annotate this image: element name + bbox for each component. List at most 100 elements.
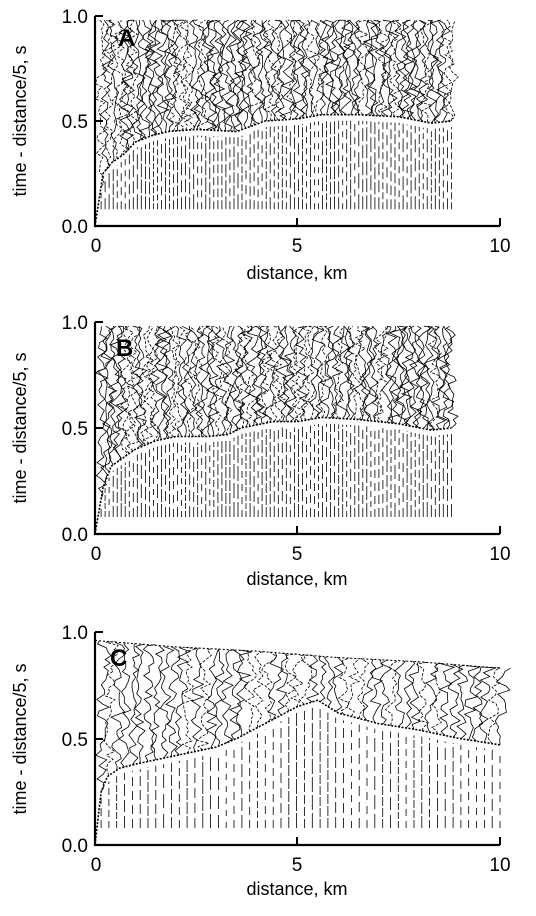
seismic-trace-coda bbox=[218, 19, 235, 131]
panel-letter: B bbox=[116, 335, 133, 362]
seismic-trace-coda bbox=[154, 325, 168, 440]
seismic-trace-coda bbox=[135, 20, 150, 140]
seismic-trace-coda bbox=[95, 19, 108, 187]
chart-c-axes-frame bbox=[93, 632, 500, 847]
seismic-trace-coda bbox=[394, 19, 407, 118]
seismic-trace-coda bbox=[319, 325, 334, 418]
seismic-trace-coda bbox=[263, 19, 277, 121]
seismic-trace-coda bbox=[339, 19, 354, 116]
seismic-trace-coda bbox=[352, 326, 367, 420]
seismic-trace-coda bbox=[274, 325, 290, 422]
seismic-trace-coda bbox=[388, 19, 402, 117]
panel-c: 1.0 0.5 0.0 0 5 10 distance, km time - d… bbox=[0, 616, 536, 916]
seismic-trace-coda bbox=[337, 657, 350, 715]
seismic-trace-coda bbox=[328, 19, 343, 115]
seismic-trace-coda bbox=[256, 325, 268, 424]
seismic-trace-coda bbox=[471, 666, 484, 742]
seismic-trace-coda bbox=[384, 659, 399, 726]
y-axis-label: time - distance/5, s bbox=[10, 663, 30, 814]
seismic-trace-coda bbox=[269, 325, 283, 422]
seismic-trace-coda bbox=[394, 660, 407, 727]
seismic-trace-coda bbox=[159, 645, 175, 759]
seismic-trace-coda bbox=[243, 20, 256, 127]
seismic-trace-coda bbox=[308, 326, 321, 419]
y-tick-label: 1.0 bbox=[62, 7, 88, 28]
seismic-trace-coda bbox=[147, 326, 160, 442]
seismic-trace-coda bbox=[419, 325, 434, 430]
seismic-trace-coda bbox=[211, 19, 226, 131]
seismic-trace-coda bbox=[270, 19, 283, 121]
seismic-trace-coda bbox=[110, 641, 126, 771]
seismic-trace-coda bbox=[369, 659, 384, 723]
seismic-trace-coda bbox=[187, 326, 200, 437]
seismic-trace-coda bbox=[387, 325, 402, 424]
seismic-trace-coda bbox=[195, 19, 210, 131]
seismic-trace-coda bbox=[335, 19, 348, 115]
seismic-trace-coda bbox=[176, 325, 188, 437]
seismic-trace-coda bbox=[307, 19, 320, 117]
y-tick-label: 0.0 bbox=[62, 525, 88, 546]
seismic-trace-coda bbox=[233, 325, 246, 430]
seismic-trace-coda bbox=[419, 19, 434, 123]
seismic-trace-coda bbox=[245, 325, 262, 426]
panel-a: 1.0 0.5 0.0 0 5 10 distance, km time - d… bbox=[0, 0, 536, 300]
seismic-trace-coda bbox=[284, 653, 298, 712]
seismic-trace-coda bbox=[122, 325, 138, 454]
seismic-trace-coda bbox=[373, 326, 387, 422]
seismic-trace-coda bbox=[162, 325, 176, 439]
seismic-trace-coda bbox=[160, 19, 172, 133]
seismic-trace-coda bbox=[345, 326, 356, 420]
seismic-trace-coda bbox=[323, 656, 336, 707]
x-axis-label: distance, km bbox=[246, 879, 347, 899]
seismic-trace-coda bbox=[250, 19, 266, 124]
seismic-trace-coda bbox=[107, 19, 120, 162]
seismic-trace-coda bbox=[445, 20, 459, 122]
seismic-trace-coda bbox=[228, 649, 245, 740]
seismic-trace-coda bbox=[233, 19, 250, 130]
seismic-trace-coda bbox=[236, 650, 252, 736]
seismic-trace-coda bbox=[400, 19, 414, 119]
chart-b-axes-frame bbox=[93, 322, 500, 536]
seismic-trace-coda bbox=[101, 19, 115, 166]
seismic-trace-coda bbox=[172, 325, 186, 437]
seismic-trace-coda bbox=[131, 325, 143, 449]
chart-c-arrival bbox=[94, 639, 501, 846]
seismic-trace-coda bbox=[214, 326, 230, 436]
x-axis-label: distance, km bbox=[246, 569, 347, 589]
seismic-trace-coda bbox=[252, 650, 265, 728]
seismic-trace-coda bbox=[361, 658, 377, 721]
seismic-trace-coda bbox=[463, 665, 480, 741]
seismic-trace-coda bbox=[318, 655, 327, 702]
x-tick-label: 5 bbox=[292, 236, 303, 257]
seismic-trace-coda bbox=[190, 647, 205, 752]
seismic-trace-coda bbox=[180, 325, 193, 437]
seismic-trace-coda bbox=[138, 19, 152, 139]
x-tick-label: 10 bbox=[489, 236, 510, 257]
seismic-trace-coda bbox=[356, 658, 370, 719]
seismic-trace-coda bbox=[427, 19, 442, 123]
x-tick-label: 0 bbox=[91, 855, 102, 876]
seismic-trace-coda bbox=[228, 19, 242, 132]
first-arrival-curve bbox=[94, 699, 501, 846]
seismic-trace-coda bbox=[142, 644, 156, 762]
seismic-trace-coda bbox=[409, 20, 420, 121]
seismic-trace-coda bbox=[396, 19, 410, 118]
seismic-trace-coda bbox=[262, 326, 276, 423]
seismic-trace-coda bbox=[445, 325, 459, 429]
seismic-trace-coda bbox=[261, 651, 277, 724]
seismic-trace-coda bbox=[267, 652, 285, 720]
seismic-trace-coda bbox=[342, 19, 357, 115]
seismic-trace-coda bbox=[283, 325, 297, 422]
seismic-trace-coda bbox=[262, 19, 273, 121]
seismic-trace-coda bbox=[118, 642, 132, 768]
seismic-trace-coda bbox=[438, 663, 456, 736]
x-tick-label: 10 bbox=[489, 855, 510, 876]
seismic-trace-coda bbox=[202, 19, 219, 131]
seismic-trace-coda bbox=[242, 325, 258, 427]
seismic-trace-coda bbox=[494, 667, 511, 745]
seismic-trace-coda bbox=[306, 655, 320, 703]
seismic-trace-coda bbox=[181, 19, 198, 131]
seismic-trace-coda bbox=[99, 19, 113, 172]
seismic-trace-coda bbox=[318, 325, 328, 418]
seismic-trace-coda bbox=[390, 325, 408, 424]
